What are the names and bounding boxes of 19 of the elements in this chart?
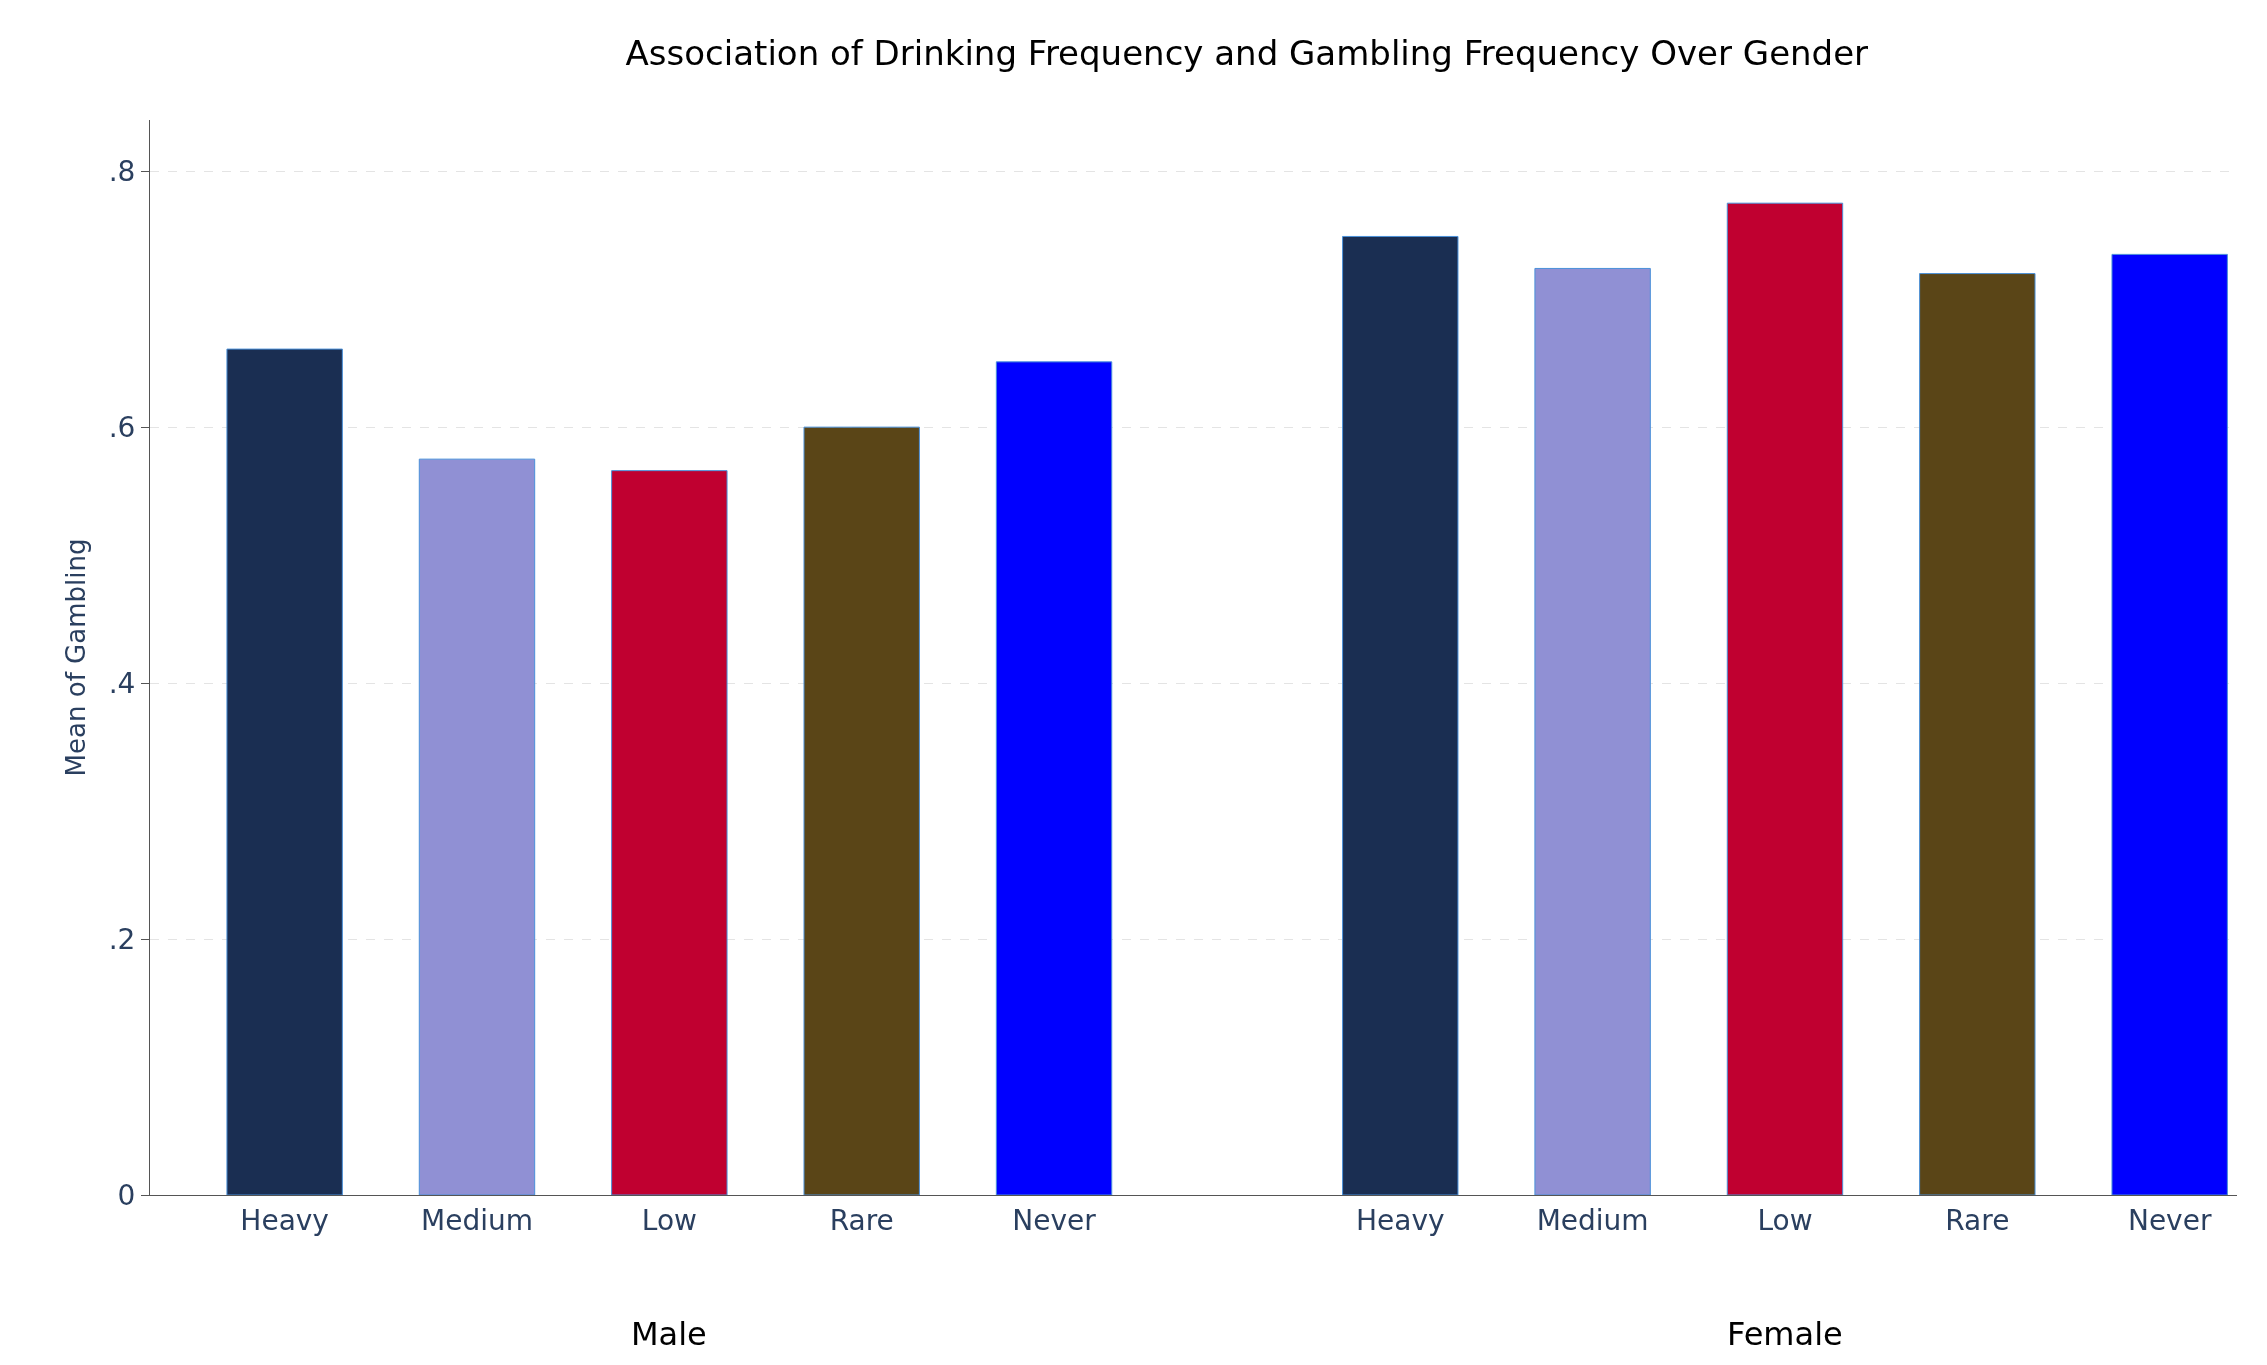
x-tick-label: Medium: [1536, 1203, 1649, 1237]
text: Male: [631, 1315, 707, 1353]
x-tick-label: Low: [1757, 1203, 1813, 1237]
y-tick-label: .4: [108, 666, 136, 700]
chart-title: Association of Drinking Frequency and Gambling Frequency Over Gender: [625, 32, 1869, 73]
x-tick-label: Never: [1012, 1203, 1097, 1237]
text: Female: [1727, 1315, 1843, 1353]
x-tick-label: Heavy: [240, 1203, 329, 1237]
y-axis-title: Mean of Gambling: [61, 538, 92, 777]
x-tick-label: Rare: [1945, 1203, 2010, 1237]
y-tick-label: 0: [117, 1178, 136, 1212]
y-tick-label: .8: [108, 154, 136, 188]
x-tick-label: Heavy: [1355, 1203, 1445, 1237]
x-tick-label: Never: [2127, 1203, 2212, 1237]
y-tick-label: .2: [108, 922, 136, 956]
x-tick-label: Rare: [829, 1203, 894, 1237]
x-tick-label: Low: [641, 1203, 697, 1237]
y-tick-label: .6: [108, 410, 136, 444]
x-tick-label: Medium: [421, 1203, 533, 1237]
